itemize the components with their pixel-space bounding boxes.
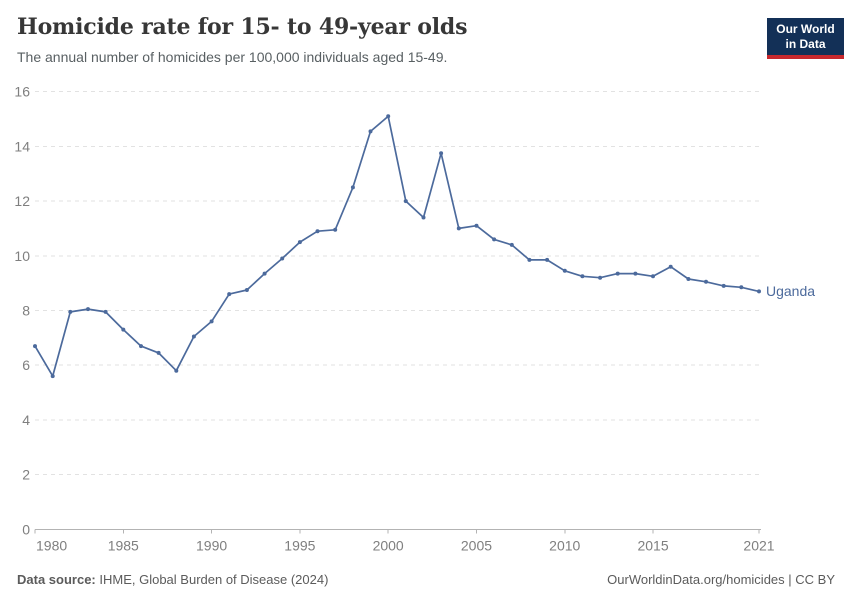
- data-point: [545, 257, 550, 262]
- data-point: [739, 285, 744, 290]
- owid-logo-line1: Our World: [776, 22, 835, 36]
- x-tick-label: 1990: [196, 537, 227, 553]
- data-source: Data source: IHME, Global Burden of Dise…: [17, 572, 328, 587]
- data-point: [456, 226, 461, 231]
- data-point: [191, 334, 196, 339]
- y-tick-label: 0: [22, 521, 30, 537]
- data-point: [209, 319, 214, 324]
- x-tick-label: 2000: [373, 537, 404, 553]
- data-point: [121, 327, 126, 332]
- y-tick-label: 4: [22, 412, 30, 428]
- chart-header: Homicide rate for 15- to 49-year olds Th…: [17, 14, 844, 66]
- data-point: [315, 229, 320, 234]
- data-point: [50, 374, 55, 379]
- data-point: [297, 240, 302, 245]
- x-tick-label: 2005: [461, 537, 492, 553]
- data-point: [386, 114, 391, 119]
- page-title: Homicide rate for 15- to 49-year olds: [17, 14, 468, 40]
- y-tick-label: 12: [14, 193, 30, 209]
- data-point: [403, 199, 408, 204]
- y-tick-label: 8: [22, 303, 30, 319]
- data-point: [704, 279, 708, 284]
- x-tick-label: 2021: [743, 537, 774, 553]
- x-tick-label: 1980: [36, 537, 67, 553]
- data-point: [368, 129, 373, 134]
- data-point: [103, 309, 108, 314]
- data-point: [509, 242, 514, 247]
- y-tick-label: 2: [22, 467, 30, 483]
- y-tick-label: 16: [14, 84, 30, 100]
- data-source-label: Data source:: [17, 572, 96, 587]
- data-source-text: IHME, Global Burden of Disease (2024): [99, 572, 329, 587]
- data-point: [244, 288, 249, 292]
- y-tick-label: 14: [14, 138, 30, 154]
- x-tick-label: 2015: [637, 537, 668, 553]
- series-end-label: Uganda: [766, 283, 815, 299]
- data-point: [474, 223, 479, 228]
- owid-credit-link[interactable]: OurWorldinData.org/homicides | CC BY: [607, 572, 835, 587]
- data-point: [421, 215, 426, 220]
- data-point: [280, 256, 285, 261]
- data-point: [721, 283, 726, 288]
- chart-footer: Data source: IHME, Global Burden of Dise…: [17, 572, 835, 587]
- data-point: [33, 344, 37, 349]
- data-point: [757, 289, 761, 294]
- owid-logo: Our World in Data: [767, 18, 844, 59]
- data-point: [668, 264, 673, 269]
- data-point: [156, 350, 161, 355]
- x-tick-label: 2010: [549, 537, 580, 553]
- chart-subtitle: The annual number of homicides per 100,0…: [17, 49, 448, 66]
- data-point: [227, 292, 232, 297]
- data-point: [633, 271, 638, 276]
- data-point: [174, 368, 179, 373]
- data-point: [580, 274, 585, 279]
- owid-logo-line2: in Data: [785, 37, 826, 51]
- data-point: [333, 227, 338, 232]
- data-point: [139, 344, 143, 349]
- x-tick-label: 1995: [284, 537, 315, 553]
- data-point: [651, 274, 655, 279]
- data-point: [615, 271, 620, 276]
- data-point: [562, 268, 567, 273]
- data-point: [350, 185, 355, 190]
- data-point: [86, 307, 90, 312]
- data-line: [34, 115, 760, 377]
- x-tick-label: 1985: [108, 537, 139, 553]
- data-point: [492, 237, 497, 242]
- data-point: [686, 277, 691, 281]
- data-point: [439, 151, 444, 156]
- data-point: [598, 275, 603, 280]
- data-point: [262, 271, 267, 276]
- data-point: [527, 257, 532, 262]
- y-tick-label: 6: [22, 357, 30, 373]
- data-point: [68, 309, 73, 314]
- y-tick-label: 10: [14, 248, 30, 264]
